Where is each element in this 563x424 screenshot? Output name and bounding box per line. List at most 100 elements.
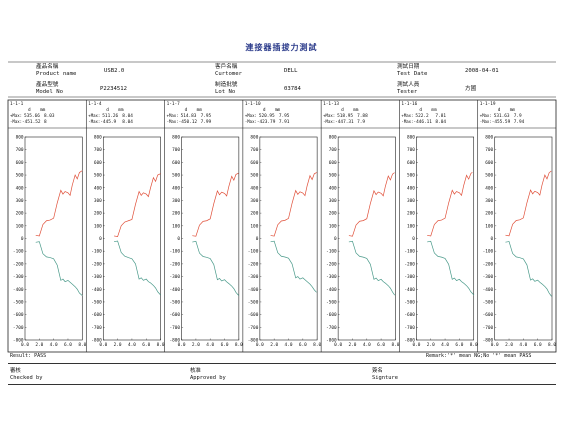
insertion-force-line [348,172,395,237]
panel-unit-mm: mm [275,108,281,113]
insertion-force-line [35,170,83,237]
panel-max-dist: 7.95 [279,113,290,119]
y-tick-label: -300 [248,274,259,280]
panel-unit-d: d [498,107,501,113]
approved-by-label: 核准 Approved by [190,368,226,382]
y-tick-label: -700 [483,325,494,331]
y-tick-label: 0 [491,236,494,242]
y-tick-label: 100 [16,223,24,229]
y-tick-label: -400 [91,287,102,293]
panel-min-dist: 7.94 [514,119,525,125]
y-tick-label: -700 [326,325,337,331]
signature-label-en: Signture [372,375,398,381]
y-tick-label: -800 [13,338,24,344]
y-tick-label: -400 [248,287,259,293]
x-tick-label: 0.0 [99,342,107,348]
panel-min-dist: 8.04 [435,119,446,125]
withdrawal-force-line [192,240,240,296]
withdrawal-force-line [35,241,83,296]
y-tick-label: -500 [13,299,24,305]
y-tick-label: 500 [94,173,102,179]
x-tick-label: 4.0 [50,342,58,348]
x-tick-label: 6.0 [534,342,542,348]
x-tick-label: 6.0 [455,342,463,348]
customer-label-cn: 客戶名稱 [215,64,238,70]
panel-max-label: +Max: [167,113,179,118]
checked-by-label-cn: 審核 [10,368,21,374]
lot-label-en: Lot No [215,89,236,95]
panel-max-force: 514.83 [181,113,197,119]
y-tick-label: 200 [16,211,24,217]
y-tick-label: -400 [404,287,415,293]
y-tick-label: -300 [483,274,494,280]
y-tick-label: -100 [91,249,102,255]
y-tick-label: -500 [483,299,494,305]
plot-area [494,136,553,341]
y-tick-label: 700 [16,147,24,153]
panel-max-label: +Max: [10,113,22,118]
panel-max-dist: 7.9 [514,113,522,119]
y-tick-label: 700 [250,147,258,153]
y-tick-label: -700 [13,325,24,331]
report-title: 連接器插拔力測試 [245,42,318,52]
y-tick-label: -700 [169,325,180,331]
y-tick-label: -800 [91,338,102,344]
product-name-label: 產品名稱 Product name [36,64,76,78]
y-tick-label: -400 [169,287,180,293]
y-tick-label: -200 [483,261,494,267]
y-tick-label: 700 [172,147,180,153]
x-tick-label: 6.0 [142,342,150,348]
y-tick-label: 100 [329,223,337,229]
test-date-label-en: Test Date [397,71,428,77]
x-tick-label: 4.0 [128,342,136,348]
plot-area [181,136,240,341]
panel-max-dist: 7.95 [201,113,212,119]
y-tick-label: -600 [326,312,337,318]
x-tick-label: 2.0 [427,342,435,348]
signature-label: 簽名 Signture [372,368,398,382]
panel-max-force: 535.66 [24,113,40,119]
y-tick-label: 300 [94,198,102,204]
y-tick-label: 100 [94,223,102,229]
y-tick-label: 300 [485,198,493,204]
x-tick-label: 4.0 [285,342,293,348]
panel-min-force: -446.11 [413,119,432,125]
y-tick-label: -400 [326,287,337,293]
y-tick-label: -300 [13,274,24,280]
y-tick-label: 300 [250,198,258,204]
y-tick-label: -600 [404,312,415,318]
panel-min-force: -455.59 [492,119,511,125]
withdrawal-force-line [505,241,552,297]
panel-max-force: 520.95 [259,113,275,119]
panel-max-label: +Max: [401,113,413,118]
plot-area [259,136,318,341]
x-tick-label: 8.0 [157,342,165,348]
panel-min-dist: 8.04 [122,119,133,125]
y-tick-label: -200 [248,261,259,267]
y-tick-label: 100 [407,223,415,229]
y-tick-label: 300 [329,198,337,204]
panel-min-label: -Max: [245,119,257,124]
y-tick-label: -600 [13,312,24,318]
lot-value: 03784 [284,86,301,92]
plot-area [416,136,475,341]
y-tick-label: -400 [483,287,494,293]
y-tick-label: -500 [169,299,180,305]
checked-by-label: 審核 Checked by [10,368,42,382]
test-date-label: 測試日期 Test Date [397,64,427,78]
y-tick-label: 300 [172,198,180,204]
lot-label: 制造批號 Lot No [215,82,237,96]
model-value: P2234512 [100,86,127,92]
panel-id: 1-1-16 [401,101,417,107]
withdrawal-force-line [427,240,475,296]
x-tick-label: 0.0 [21,342,29,348]
panel-min-force: -451.52 [22,119,41,125]
y-tick-label: 700 [407,147,415,153]
panel-min-label: -Max: [401,119,413,124]
tester-label: 測試人員 Tester [397,82,419,96]
panel-max-dist: 8.04 [122,113,133,119]
panel-unit-mm: mm [40,108,46,113]
y-tick-label: 100 [250,223,258,229]
panel-id: 1-1-7 [167,101,181,107]
y-tick-label: 200 [172,211,180,217]
